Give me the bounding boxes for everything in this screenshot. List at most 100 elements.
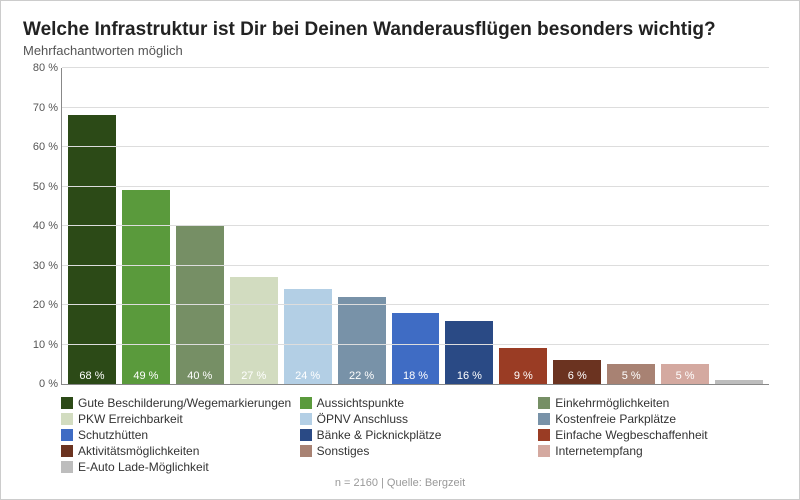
bar-slot: 27 % (230, 68, 278, 384)
bar-slot: 49 % (122, 68, 170, 384)
gridline (62, 344, 769, 345)
legend-label: ÖPNV Anschluss (317, 412, 408, 426)
bar-slot: 5 % (661, 68, 709, 384)
gridline (62, 146, 769, 147)
ytick-label: 30 % (24, 260, 58, 272)
bar-value-label: 49 % (122, 370, 170, 382)
legend-swatch (61, 397, 73, 409)
legend-label: Internetempfang (555, 444, 642, 458)
bar-slot: 18 % (392, 68, 440, 384)
legend-item: Einkehrmöglichkeiten (538, 395, 777, 411)
legend-label: Kostenfreie Parkplätze (555, 412, 676, 426)
ytick-label: 70 % (24, 102, 58, 114)
legend-label: Einfache Wegbeschaffenheit (555, 428, 707, 442)
bars-group: 68 % 49 % 40 % 27 % 24 % 22 % 18 % 16 % 9 % 6 % 5 … (62, 68, 769, 384)
legend-swatch (300, 413, 312, 425)
legend: Gute Beschilderung/Wegemarkierungen Aussi… (61, 395, 777, 475)
ytick-label: 20 % (24, 299, 58, 311)
legend-item: E-Auto Lade-Möglichkeit (61, 459, 300, 475)
bar: 1 % (715, 380, 763, 384)
ytick-label: 60 % (24, 141, 58, 153)
plot-area: 68 % 49 % 40 % 27 % 24 % 22 % 18 % 16 % 9 % 6 % 5 … (61, 68, 769, 385)
legend-item: PKW Erreichbarkeit (61, 411, 300, 427)
legend-item: ÖPNV Anschluss (300, 411, 539, 427)
chart-container: Welche Infrastruktur ist Dir bei Deinen … (0, 0, 800, 500)
legend-label: Sonstiges (317, 444, 370, 458)
bar-slot: 68 % (68, 68, 116, 384)
bar: 16 % (445, 321, 493, 384)
legend-label: Aktivitätsmöglichkeiten (78, 444, 199, 458)
legend-label: E-Auto Lade-Möglichkeit (78, 460, 209, 474)
ytick-label: 10 % (24, 339, 58, 351)
legend-label: PKW Erreichbarkeit (78, 412, 183, 426)
legend-item: Bänke & Picknickplätze (300, 427, 539, 443)
bar-slot: 1 % (715, 68, 763, 384)
bar-value-label: 9 % (499, 370, 547, 382)
gridline (62, 107, 769, 108)
bar-value-label: 5 % (661, 370, 709, 382)
legend-item: Internetempfang (538, 443, 777, 459)
legend-item: Gute Beschilderung/Wegemarkierungen (61, 395, 300, 411)
bar-value-label: 22 % (338, 370, 386, 382)
legend-swatch (61, 429, 73, 441)
ytick-label: 40 % (24, 220, 58, 232)
bar: 6 % (553, 360, 601, 384)
chart-footer: n = 2160 | Quelle: Bergzeit (23, 477, 777, 489)
bar-value-label: 18 % (392, 370, 440, 382)
bar-value-label: 24 % (284, 370, 332, 382)
bar-value-label: 5 % (607, 370, 655, 382)
legend-item: Einfache Wegbeschaffenheit (538, 427, 777, 443)
chart-subtitle: Mehrfachantworten möglich (23, 43, 777, 58)
gridline (62, 186, 769, 187)
bar: 40 % (176, 226, 224, 384)
bar-slot: 9 % (499, 68, 547, 384)
bar-value-label: 6 % (553, 370, 601, 382)
ytick-label: 50 % (24, 181, 58, 193)
bar: 18 % (392, 313, 440, 384)
legend-item: Aktivitätsmöglichkeiten (61, 443, 300, 459)
gridline (62, 67, 769, 68)
legend-label: Schutzhütten (78, 428, 148, 442)
legend-label: Einkehrmöglichkeiten (555, 396, 669, 410)
legend-item: Schutzhütten (61, 427, 300, 443)
bar-value-label: 68 % (68, 370, 116, 382)
legend-label: Bänke & Picknickplätze (317, 428, 442, 442)
bar-value-label: 40 % (176, 370, 224, 382)
legend-item: Kostenfreie Parkplätze (538, 411, 777, 427)
legend-swatch (61, 445, 73, 457)
bar-value-label: 16 % (445, 370, 493, 382)
bar: 27 % (230, 277, 278, 384)
legend-swatch (538, 413, 550, 425)
ytick-label: 0 % (24, 378, 58, 390)
legend-swatch (300, 429, 312, 441)
ytick-label: 80 % (24, 62, 58, 74)
legend-swatch (538, 429, 550, 441)
bar: 5 % (607, 364, 655, 384)
legend-swatch (300, 397, 312, 409)
bar-slot: 40 % (176, 68, 224, 384)
bar-value-label: 1 % (715, 370, 763, 382)
legend-swatch (538, 397, 550, 409)
legend-swatch (538, 445, 550, 457)
bar-slot: 16 % (445, 68, 493, 384)
gridline (62, 304, 769, 305)
legend-item: Aussichtspunkte (300, 395, 539, 411)
chart-title: Welche Infrastruktur ist Dir bei Deinen … (23, 19, 777, 41)
bar-slot: 22 % (338, 68, 386, 384)
legend-swatch (61, 461, 73, 473)
bar: 49 % (122, 190, 170, 384)
legend-item: Sonstiges (300, 443, 539, 459)
legend-swatch (300, 445, 312, 457)
bar: 9 % (499, 348, 547, 384)
legend-swatch (61, 413, 73, 425)
bar: 5 % (661, 364, 709, 384)
bar-value-label: 27 % (230, 370, 278, 382)
gridline (62, 225, 769, 226)
bar-slot: 5 % (607, 68, 655, 384)
bar: 22 % (338, 297, 386, 384)
bar-slot: 6 % (553, 68, 601, 384)
bar-slot: 24 % (284, 68, 332, 384)
legend-label: Aussichtspunkte (317, 396, 404, 410)
legend-label: Gute Beschilderung/Wegemarkierungen (78, 396, 291, 410)
gridline (62, 265, 769, 266)
